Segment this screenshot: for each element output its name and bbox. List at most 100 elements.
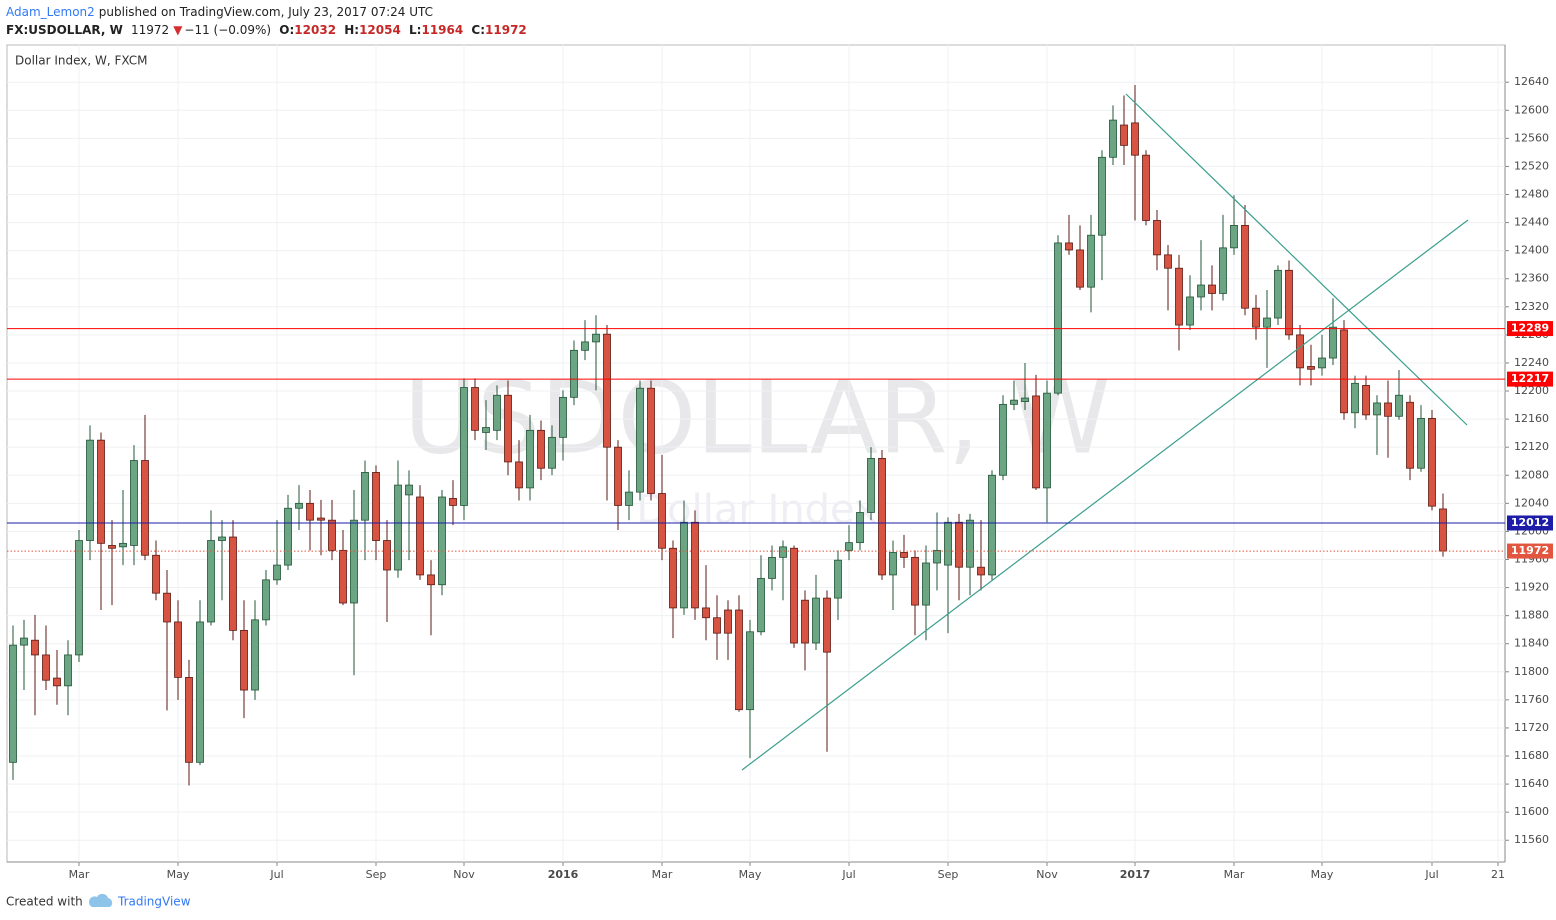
candle-body (1087, 234, 1095, 288)
candle-body (1076, 249, 1084, 288)
candle-body (515, 461, 523, 489)
candle-body (493, 394, 501, 431)
candle-body (889, 552, 897, 576)
candle-body (592, 333, 600, 343)
y-tick-label: 12120 (1514, 440, 1549, 453)
candle-body (1230, 224, 1238, 249)
candle-body (1186, 296, 1194, 326)
candle-body (273, 564, 281, 581)
candle-body (438, 496, 446, 586)
candle-body (361, 472, 369, 521)
l-label: L: (409, 23, 422, 37)
candle-body (834, 559, 842, 599)
candle-body (1043, 392, 1051, 489)
candle-body (218, 536, 226, 541)
candle-body (350, 519, 358, 604)
quote-line: FX:USDOLLAR, W 11972 ▼ −11 (−0.09%) O:1203… (6, 21, 531, 39)
x-tick-label: May (167, 868, 190, 881)
y-tick-label: 11560 (1514, 833, 1549, 846)
y-tick-label: 12080 (1514, 468, 1549, 481)
candle-body (207, 540, 215, 623)
x-tick-label: May (1311, 868, 1334, 881)
candle-body (977, 566, 985, 576)
candle-body (9, 644, 17, 763)
x-tick-label: Jul (269, 868, 283, 881)
candle-body (1131, 122, 1139, 156)
candle-body (295, 502, 303, 509)
plot-area (6, 44, 1506, 863)
header: Adam_Lemon2 published on TradingView.com,… (6, 3, 531, 39)
y-tick-label: 11600 (1514, 805, 1549, 818)
candle-body (31, 639, 39, 656)
candle-body (966, 519, 974, 568)
candle-body (713, 617, 721, 634)
y-tick-label: 11880 (1514, 609, 1549, 622)
candle-body (856, 512, 864, 544)
candle-body (1032, 395, 1040, 489)
candle-body (53, 677, 61, 687)
candle-body (1274, 269, 1282, 319)
candle-body (702, 607, 710, 619)
candle-body (812, 597, 820, 644)
y-tick-label: 12360 (1514, 272, 1549, 285)
candle-body (405, 484, 413, 496)
candle-body (1197, 284, 1205, 298)
price-label: 11972 (1511, 544, 1549, 557)
y-tick-label: 12480 (1514, 188, 1549, 201)
candle-body (1406, 401, 1414, 469)
axes: 11560 11600 11640 11680 11720 11760 11800 11840… (69, 75, 1553, 881)
y-tick-label: 11680 (1514, 749, 1549, 762)
candle-body (548, 436, 556, 469)
candle-body (317, 517, 325, 521)
candle-body (1307, 366, 1315, 370)
author[interactable]: Adam_Lemon2 (6, 5, 95, 19)
c-label: C: (471, 23, 486, 37)
last: 11972 (131, 23, 170, 37)
y-tick-label: 12640 (1514, 75, 1549, 88)
candle-body (1120, 124, 1128, 146)
candle-body (152, 554, 160, 594)
trend-line (741, 219, 1469, 771)
candle-body (339, 549, 347, 604)
candle-body (130, 460, 138, 546)
candle-body (108, 545, 116, 549)
candle-body (185, 677, 193, 763)
y-tick-label: 12200 (1514, 384, 1549, 397)
y-tick-label: 12400 (1514, 244, 1549, 257)
candle-body (394, 484, 402, 571)
candle-body (1285, 269, 1293, 336)
x-tick-label: Nov (453, 868, 475, 881)
change: −11 (−0.09%) (184, 23, 272, 37)
candle-body (1219, 247, 1227, 294)
candle-body (735, 609, 743, 711)
price-badge (1507, 371, 1553, 387)
candle-body (933, 549, 941, 564)
candle-body (1384, 402, 1392, 417)
candle-body (163, 592, 171, 623)
candle-body (746, 631, 754, 711)
h-label: H: (344, 23, 360, 37)
candle-body (1164, 254, 1172, 269)
candle-body (922, 562, 930, 606)
x-tick-label: Jul (841, 868, 855, 881)
x-tick-label: Mar (652, 868, 673, 881)
footer-brand[interactable]: TradingView (117, 895, 191, 909)
candle-body (680, 521, 688, 609)
candle-body (845, 542, 853, 551)
candle-body (1362, 385, 1370, 416)
candle-body (878, 458, 886, 576)
candle-body (504, 394, 512, 463)
y-tick-label: 11640 (1514, 777, 1549, 790)
footer-bg (0, 884, 1556, 920)
price-label: 12012 (1511, 516, 1549, 529)
y-tick-label: 12160 (1514, 412, 1549, 425)
price-badge (1507, 543, 1553, 559)
x-tick-label: May (739, 868, 762, 881)
o-label: O: (279, 23, 295, 37)
x-tick-label: Nov (1036, 868, 1058, 881)
price-label: 12289 (1511, 322, 1549, 335)
candle-body (251, 619, 259, 691)
candle-body (1329, 326, 1337, 359)
y-tick-label: 12040 (1514, 496, 1549, 509)
